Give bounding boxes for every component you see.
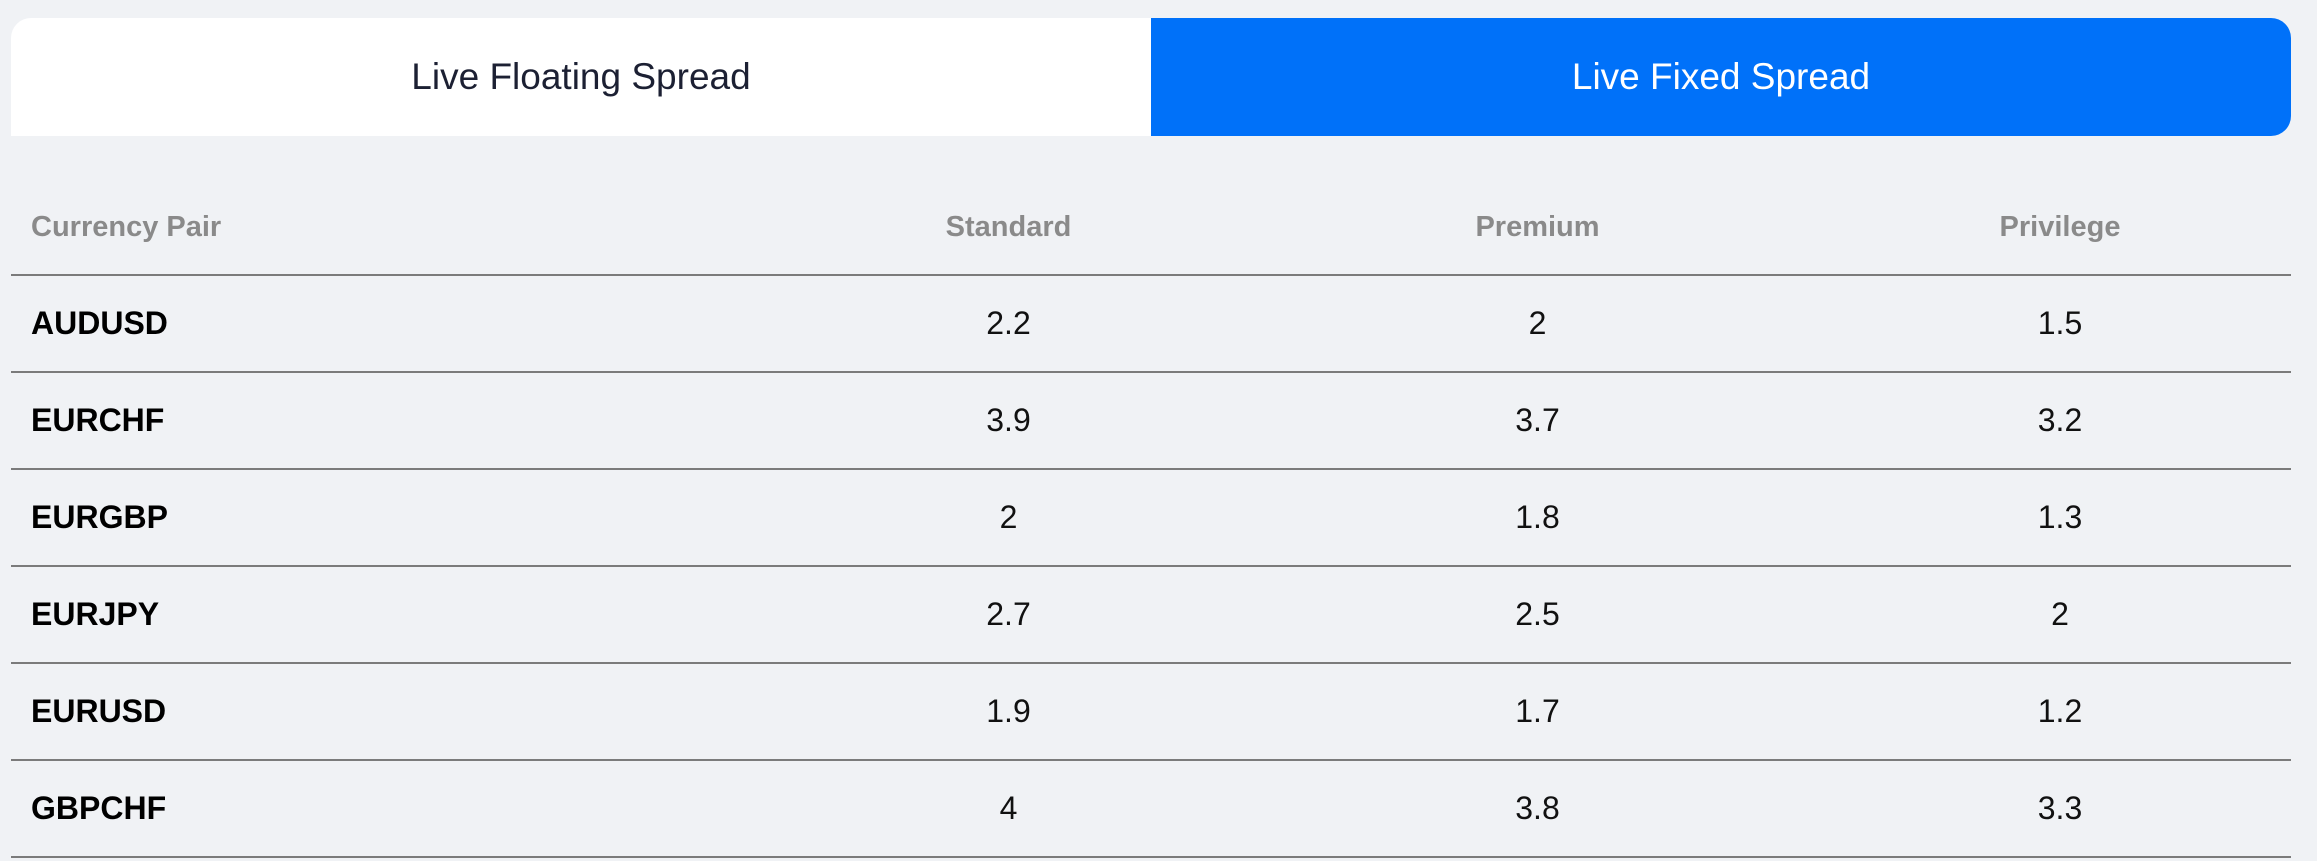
table-header-row: Currency Pair Standard Premium Privilege (11, 180, 2291, 276)
table-row: EURUSD 1.9 1.7 1.2 (11, 663, 2291, 761)
currency-pair-cell: EURGBP (11, 469, 771, 567)
table-row: EURCHF 3.9 3.7 3.2 (11, 372, 2291, 470)
privilege-spread-cell: 1.2 (1829, 663, 2291, 761)
table-row: GBPCHF 4 3.8 3.3 (11, 760, 2291, 858)
currency-pair-cell: EURUSD (11, 663, 771, 761)
standard-spread-cell: 3.9 (771, 372, 1246, 470)
premium-spread-cell: 2.5 (1246, 566, 1829, 664)
privilege-spread-cell: 3.3 (1829, 760, 2291, 858)
table-row: EURJPY 2.7 2.5 2 (11, 566, 2291, 664)
currency-pair-cell: AUDUSD (11, 275, 771, 373)
column-header-standard: Standard (771, 180, 1246, 276)
column-header-privilege: Privilege (1829, 180, 2291, 276)
standard-spread-cell: 2.7 (771, 566, 1246, 664)
premium-spread-cell: 1.8 (1246, 469, 1829, 567)
spread-table: Currency Pair Standard Premium Privilege… (11, 180, 2291, 858)
table-row: AUDUSD 2.2 2 1.5 (11, 275, 2291, 373)
table-row: EURGBP 2 1.8 1.3 (11, 469, 2291, 567)
spread-tabs: Live Floating Spread Live Fixed Spread (11, 18, 2291, 136)
currency-pair-cell: EURCHF (11, 372, 771, 470)
premium-spread-cell: 1.7 (1246, 663, 1829, 761)
tab-live-floating-spread[interactable]: Live Floating Spread (11, 18, 1151, 136)
currency-pair-cell: GBPCHF (11, 760, 771, 858)
premium-spread-cell: 2 (1246, 275, 1829, 373)
privilege-spread-cell: 2 (1829, 566, 2291, 664)
standard-spread-cell: 1.9 (771, 663, 1246, 761)
premium-spread-cell: 3.7 (1246, 372, 1829, 470)
premium-spread-cell: 3.8 (1246, 760, 1829, 858)
standard-spread-cell: 2 (771, 469, 1246, 567)
privilege-spread-cell: 3.2 (1829, 372, 2291, 470)
column-header-premium: Premium (1246, 180, 1829, 276)
currency-pair-cell: EURJPY (11, 566, 771, 664)
standard-spread-cell: 4 (771, 760, 1246, 858)
tab-live-fixed-spread[interactable]: Live Fixed Spread (1151, 18, 2291, 136)
column-header-currency-pair: Currency Pair (11, 180, 771, 276)
standard-spread-cell: 2.2 (771, 275, 1246, 373)
privilege-spread-cell: 1.5 (1829, 275, 2291, 373)
privilege-spread-cell: 1.3 (1829, 469, 2291, 567)
